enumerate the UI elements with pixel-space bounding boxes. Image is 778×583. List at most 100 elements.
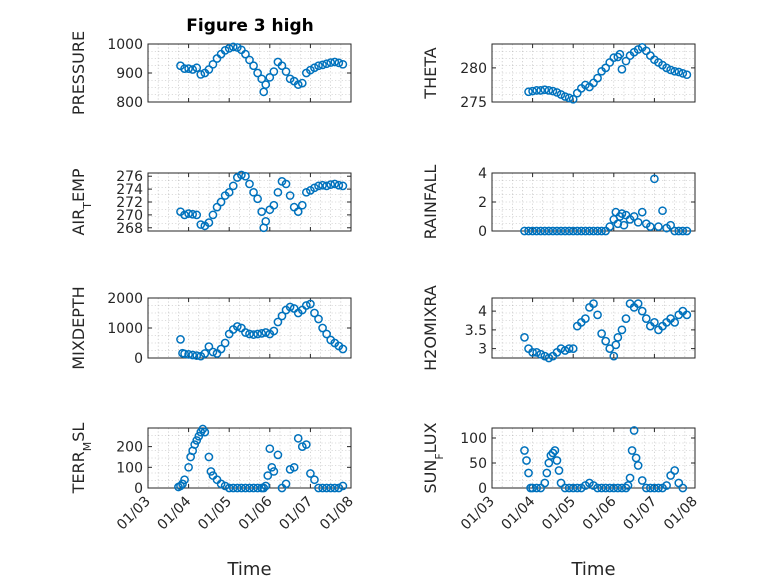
data-point (245, 483, 254, 493)
data-point (536, 226, 546, 236)
data-point (249, 187, 258, 197)
data-point (670, 226, 680, 236)
data-point (601, 336, 611, 346)
data-point (241, 171, 250, 181)
data-point (560, 346, 570, 355)
data-point (617, 64, 627, 74)
data-point (650, 174, 659, 184)
data-point (241, 483, 250, 493)
data-point (593, 483, 602, 493)
data-point (253, 329, 262, 339)
data-point (621, 56, 631, 66)
data-point (528, 226, 537, 236)
y-tick-label: 0 (134, 481, 143, 497)
y-tick-label: 3.5 (465, 323, 487, 339)
data-point (625, 473, 635, 483)
data-point (338, 344, 348, 354)
data-point (259, 87, 269, 97)
data-point (613, 333, 623, 342)
data-point (560, 226, 570, 236)
data-point (623, 481, 633, 490)
data-point (633, 299, 643, 308)
data-point (532, 86, 542, 95)
y-tick-label: 1000 (107, 321, 143, 337)
data-point (641, 314, 651, 323)
data-point (306, 469, 315, 478)
data-point (548, 226, 558, 236)
data-point (267, 462, 277, 472)
axes-frame (491, 297, 696, 359)
data-point (208, 347, 218, 357)
data-point (281, 479, 291, 489)
data-point (293, 207, 303, 217)
data-point (200, 427, 210, 437)
x-tick-label: 01/06 (580, 493, 620, 533)
data-point (589, 226, 598, 236)
x-tick-label: 01/08 (661, 494, 701, 534)
data-point (326, 58, 336, 67)
data-point (265, 444, 275, 454)
x-tick-label: 01/03 (114, 494, 154, 534)
x-tick-label: 01/04 (499, 493, 539, 533)
data-point (641, 483, 651, 493)
y-axis-label-tail: EMP (69, 168, 88, 202)
data-point (658, 206, 667, 216)
data-point (629, 426, 639, 435)
data-point (180, 210, 189, 220)
data-point (548, 448, 558, 458)
data-point (261, 481, 271, 491)
data-point (249, 483, 258, 493)
x-tick-label: 01/03 (458, 494, 498, 534)
data-point (572, 483, 582, 493)
data-point (232, 483, 242, 493)
data-point (184, 64, 193, 74)
data-point (564, 344, 574, 353)
data-point (338, 181, 348, 191)
data-point (310, 63, 319, 73)
data-point (613, 483, 623, 493)
data-point (273, 187, 283, 197)
data-point (273, 450, 283, 460)
data-point (314, 483, 323, 493)
data-point (589, 299, 598, 308)
data-point (619, 220, 629, 230)
data-point (273, 317, 283, 327)
data-point (597, 226, 606, 236)
data-point (180, 349, 189, 359)
data-point (188, 209, 198, 219)
data-point (192, 63, 202, 73)
y-axis-label-tail: SL (69, 423, 88, 442)
data-point (532, 226, 542, 236)
data-point (670, 66, 680, 76)
data-point (645, 222, 655, 231)
y-tick-label: 2000 (107, 291, 143, 307)
data-point (629, 212, 639, 221)
data-point (330, 57, 340, 67)
data-point (192, 436, 202, 445)
data-point (318, 60, 327, 70)
data-point (544, 458, 554, 468)
data-point (326, 483, 336, 493)
data-point (322, 329, 331, 339)
data-point (585, 226, 594, 236)
y-axis-label-subscript: F (433, 453, 446, 459)
data-point (631, 453, 641, 463)
data-point (617, 209, 627, 218)
data-point (576, 226, 586, 236)
data-point (178, 479, 187, 489)
data-point (245, 55, 254, 65)
data-point (520, 446, 529, 455)
data-point (605, 58, 615, 67)
data-point (326, 180, 336, 189)
data-point (322, 181, 331, 191)
data-point (524, 87, 533, 97)
data-point (540, 85, 550, 95)
data-point (528, 483, 537, 493)
y-tick-label: 50 (469, 456, 487, 472)
data-point (265, 73, 275, 82)
data-point (318, 180, 327, 190)
data-point (297, 78, 307, 88)
data-point (212, 475, 222, 485)
